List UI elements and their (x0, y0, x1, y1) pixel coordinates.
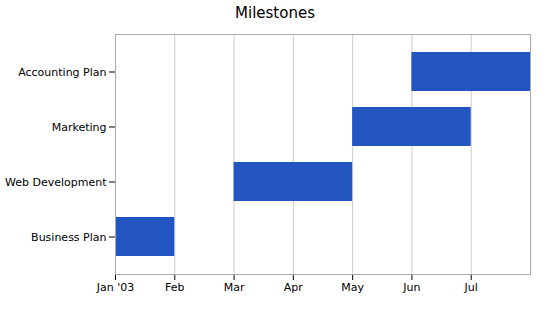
svg-text:Web Development: Web Development (5, 176, 107, 189)
svg-text:Jun: Jun (402, 281, 420, 294)
svg-text:Jul: Jul (464, 281, 478, 294)
svg-text:Mar: Mar (224, 281, 245, 294)
svg-text:Jan '03: Jan '03 (96, 281, 134, 294)
svg-text:Apr: Apr (284, 281, 304, 294)
html-text:Milestones: Milestones (235, 4, 315, 22)
svg-text:Business Plan: Business Plan (31, 231, 106, 244)
svg-text:Feb: Feb (165, 281, 184, 294)
svg-text:Marketing: Marketing (52, 121, 107, 134)
svg-text:Accounting Plan: Accounting Plan (18, 66, 106, 79)
svg-text:May: May (341, 281, 364, 294)
